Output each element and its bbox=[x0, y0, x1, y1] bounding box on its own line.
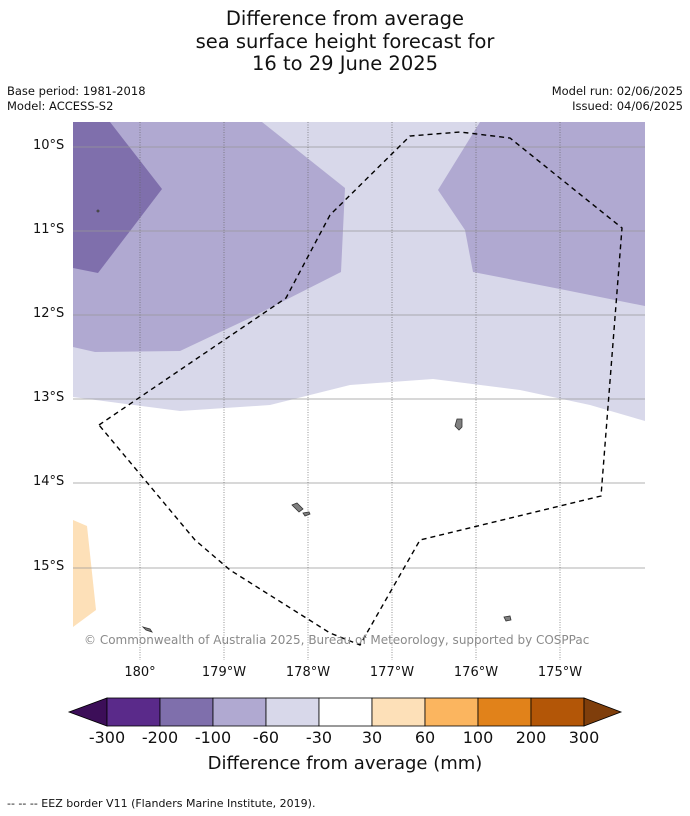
colorbar-segment-3 bbox=[265, 697, 320, 727]
contour-minus-60-to-100-east bbox=[438, 122, 645, 306]
cb-tick-2: -100 bbox=[194, 728, 232, 747]
title-line-2: sea surface height forecast for bbox=[195, 29, 495, 53]
cb-tick-9: 300 bbox=[568, 728, 600, 747]
island-rotuma-east bbox=[454, 418, 463, 431]
lat-label-13s: 13°S bbox=[33, 390, 65, 405]
cb-tick-6: 60 bbox=[414, 728, 436, 747]
island-southeast bbox=[503, 615, 512, 622]
lat-label-12s: 12°S bbox=[33, 306, 65, 321]
lat-label-14s: 14°S bbox=[33, 474, 65, 489]
cb-tick-8: 200 bbox=[515, 728, 547, 747]
model-name: Model: ACCESS-S2 bbox=[7, 99, 114, 113]
model-run: Model run: 02/06/2025 bbox=[551, 84, 683, 98]
eez-border bbox=[97, 131, 623, 646]
colorbar-segment-1 bbox=[159, 697, 214, 727]
lon-label-178w: 178°W bbox=[285, 665, 331, 680]
cb-tick-1: -200 bbox=[141, 728, 179, 747]
colorbar-title: Difference from average (mm) bbox=[207, 753, 483, 774]
colorbar-under-arrow bbox=[67, 697, 108, 727]
model-info: Base period: 1981-2018 Model: ACCESS-S2 bbox=[7, 84, 146, 114]
island-group-west-a bbox=[291, 502, 304, 513]
lon-label-176w: 176°W bbox=[453, 665, 499, 680]
lon-label-175w: 175°W bbox=[537, 665, 583, 680]
cb-tick-7: 100 bbox=[462, 728, 494, 747]
colorbar-segment-7 bbox=[477, 697, 532, 727]
lat-label-10s: 10°S bbox=[33, 138, 65, 153]
contour-minus-100-to-200 bbox=[73, 122, 162, 273]
lat-label-11s: 11°S bbox=[33, 222, 65, 237]
cb-tick-4: -30 bbox=[305, 728, 333, 747]
cb-tick-3: -60 bbox=[252, 728, 280, 747]
colorbar-segment-5 bbox=[371, 697, 426, 727]
lon-label-179w: 179°W bbox=[201, 665, 247, 680]
islands bbox=[96, 209, 512, 633]
colorbar-segment-2 bbox=[212, 697, 267, 727]
gridlines bbox=[73, 122, 645, 660]
lat-label-15s: 15°S bbox=[33, 559, 65, 574]
islet-northwest bbox=[96, 209, 100, 213]
lon-label-177w: 177°W bbox=[369, 665, 415, 680]
cb-tick-0: -300 bbox=[88, 728, 126, 747]
eez-legend-note: -- -- -- EEZ border V11 (Flanders Marine… bbox=[7, 797, 316, 810]
islet-south bbox=[141, 626, 153, 633]
colorbar bbox=[67, 697, 623, 727]
island-group-west-b bbox=[302, 511, 311, 517]
title-line-1: Difference from average bbox=[225, 7, 465, 30]
issue-info: Model run: 02/06/2025 Issued: 04/06/2025 bbox=[552, 84, 683, 114]
title-line-3: 16 to 29 June 2025 bbox=[251, 52, 439, 75]
colorbar-segment-4 bbox=[318, 697, 373, 727]
map-title: Difference from average sea surface heig… bbox=[0, 7, 690, 76]
base-period: Base period: 1981-2018 bbox=[7, 84, 146, 98]
lon-label-180: 180° bbox=[124, 665, 156, 680]
copyright-notice: © Commonwealth of Australia 2025, Bureau… bbox=[84, 633, 590, 647]
colorbar-over-arrow bbox=[583, 697, 623, 727]
anomaly-field bbox=[73, 122, 645, 660]
colorbar-segment-6 bbox=[424, 697, 479, 727]
issued-date: Issued: 04/06/2025 bbox=[572, 99, 683, 113]
colorbar-segment-0 bbox=[106, 697, 161, 727]
contour-positive-30-to-60 bbox=[73, 520, 96, 627]
colorbar-segment-8 bbox=[530, 697, 585, 727]
cb-tick-5: 30 bbox=[361, 728, 383, 747]
